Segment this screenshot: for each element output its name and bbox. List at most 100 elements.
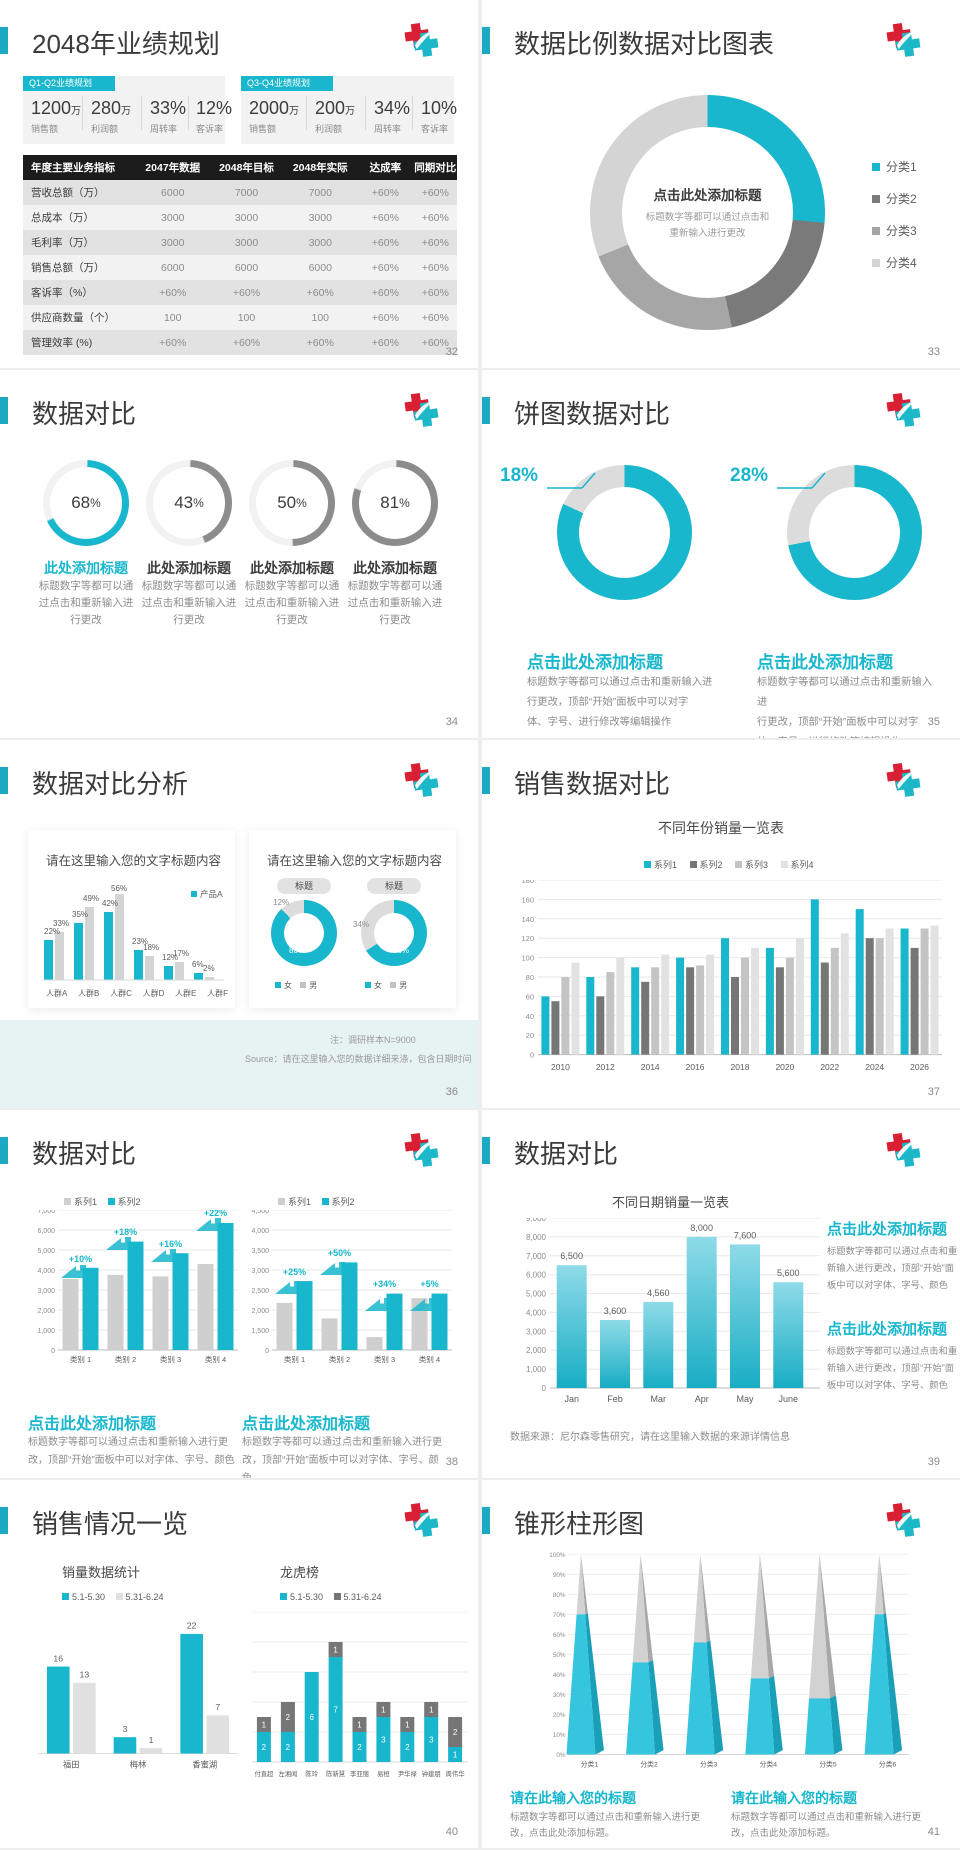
svg-text:80: 80	[526, 973, 534, 982]
svg-text:22%: 22%	[44, 927, 60, 936]
svg-text:40: 40	[526, 1012, 534, 1021]
svg-text:3,600: 3,600	[604, 1306, 627, 1316]
svg-text:类别 3: 类别 3	[160, 1354, 181, 1364]
svg-text:类别 4: 类别 4	[205, 1354, 226, 1364]
svg-text:周伟华: 周伟华	[446, 1769, 465, 1778]
svg-text:4,000: 4,000	[526, 1308, 547, 1317]
svg-text:类别 2: 类别 2	[115, 1354, 136, 1364]
svg-text:35%: 35%	[72, 910, 88, 919]
svg-text:1: 1	[262, 1721, 267, 1730]
svg-text:7,600: 7,600	[734, 1230, 757, 1240]
svg-text:49%: 49%	[83, 894, 99, 903]
svg-text:16: 16	[53, 1653, 63, 1663]
svg-text:分类1: 分类1	[581, 1759, 599, 1768]
svg-text:2024: 2024	[865, 1062, 884, 1072]
svg-text:梅林: 梅林	[130, 1759, 147, 1769]
svg-text:2020: 2020	[775, 1062, 794, 1072]
svg-text:1: 1	[405, 1721, 410, 1730]
svg-text:42%: 42%	[102, 899, 118, 908]
svg-text:3,000: 3,000	[251, 1268, 269, 1275]
svg-text:Apr: Apr	[695, 1394, 709, 1404]
svg-text:易桓: 易桓	[377, 1769, 390, 1778]
svg-text:2012: 2012	[596, 1062, 615, 1072]
svg-text:分类2: 分类2	[640, 1759, 658, 1768]
svg-text:5,000: 5,000	[37, 1248, 55, 1255]
svg-text:分类3: 分类3	[700, 1759, 718, 1768]
svg-text:Mar: Mar	[651, 1394, 667, 1404]
svg-text:+10%: +10%	[69, 1254, 92, 1264]
svg-text:2,000: 2,000	[251, 1308, 269, 1315]
svg-text:40%: 40%	[553, 1672, 566, 1679]
svg-text:2: 2	[262, 1743, 267, 1752]
svg-text:2,500: 2,500	[251, 1288, 269, 1295]
svg-text:3,000: 3,000	[37, 1288, 55, 1295]
svg-text:3: 3	[429, 1736, 434, 1745]
svg-text:分类5: 分类5	[819, 1759, 837, 1768]
svg-text:30%: 30%	[553, 1692, 566, 1699]
svg-text:20: 20	[526, 1031, 534, 1040]
svg-text:7: 7	[333, 1706, 338, 1715]
svg-text:10%: 10%	[553, 1732, 566, 1739]
svg-text:1: 1	[381, 1706, 386, 1715]
svg-text:类别 1: 类别 1	[284, 1354, 305, 1364]
svg-text:60: 60	[526, 992, 534, 1001]
svg-text:1: 1	[429, 1706, 434, 1715]
svg-text:6: 6	[309, 1713, 314, 1722]
svg-text:160: 160	[521, 895, 534, 904]
svg-text:17%: 17%	[173, 949, 189, 958]
svg-text:2010: 2010	[551, 1062, 570, 1072]
svg-text:+34%: +34%	[373, 1279, 396, 1289]
svg-text:2: 2	[357, 1743, 362, 1752]
svg-text:70%: 70%	[553, 1612, 566, 1619]
svg-text:6%: 6%	[192, 960, 204, 969]
svg-text:1: 1	[149, 1735, 154, 1745]
svg-text:+50%: +50%	[328, 1248, 351, 1258]
svg-text:1,000: 1,000	[37, 1328, 55, 1335]
svg-text:李亚丽: 李亚丽	[350, 1769, 369, 1778]
svg-text:7,000: 7,000	[526, 1252, 547, 1261]
svg-text:Feb: Feb	[607, 1394, 623, 1404]
svg-text:50%: 50%	[553, 1652, 566, 1659]
svg-text:钟建朋: 钟建朋	[422, 1769, 441, 1778]
svg-text:6,500: 6,500	[560, 1251, 583, 1261]
svg-text:9,000: 9,000	[526, 1218, 547, 1223]
svg-text:90%: 90%	[553, 1572, 566, 1579]
svg-text:6,000: 6,000	[526, 1271, 547, 1280]
svg-text:5,600: 5,600	[777, 1268, 800, 1278]
svg-text:56%: 56%	[111, 884, 127, 893]
svg-text:May: May	[736, 1394, 754, 1404]
svg-text:+16%: +16%	[159, 1239, 182, 1249]
svg-text:2: 2	[286, 1743, 291, 1752]
svg-text:3,500: 3,500	[251, 1248, 269, 1255]
svg-text:+5%: +5%	[420, 1279, 438, 1289]
svg-text:June: June	[779, 1394, 799, 1404]
svg-text:1: 1	[453, 1751, 458, 1760]
svg-text:4,000: 4,000	[251, 1228, 269, 1235]
svg-text:0%: 0%	[556, 1752, 566, 1759]
svg-text:7: 7	[215, 1702, 220, 1712]
svg-text:1: 1	[357, 1721, 362, 1730]
svg-text:33%: 33%	[53, 919, 69, 928]
svg-text:22: 22	[187, 1621, 197, 1631]
svg-text:+18%: +18%	[114, 1227, 137, 1237]
svg-text:13: 13	[80, 1670, 90, 1680]
svg-text:20%: 20%	[553, 1712, 566, 1719]
svg-text:2%: 2%	[203, 964, 215, 973]
svg-text:4,000: 4,000	[37, 1268, 55, 1275]
svg-text:陈新慧: 陈新慧	[326, 1769, 345, 1778]
svg-text:2: 2	[453, 1728, 458, 1737]
svg-text:120: 120	[521, 934, 534, 943]
svg-text:2026: 2026	[910, 1062, 929, 1072]
svg-text:+25%: +25%	[283, 1267, 306, 1277]
svg-text:18%: 18%	[143, 943, 159, 952]
svg-text:陈玲: 陈玲	[305, 1769, 318, 1778]
svg-text:福田: 福田	[63, 1759, 80, 1769]
svg-text:类别 2: 类别 2	[329, 1354, 350, 1364]
svg-text:香蜜湖: 香蜜湖	[192, 1759, 217, 1769]
svg-text:5,000: 5,000	[526, 1290, 547, 1299]
svg-text:+22%: +22%	[204, 1210, 227, 1218]
svg-text:左湘闻: 左湘闻	[278, 1769, 297, 1778]
svg-text:0: 0	[51, 1348, 55, 1355]
svg-text:尹华禄: 尹华禄	[398, 1769, 418, 1778]
svg-text:180: 180	[521, 880, 534, 885]
